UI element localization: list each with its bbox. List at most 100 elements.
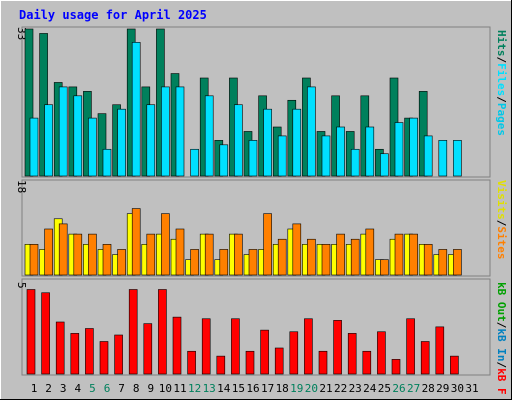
x-tick-label-day-2: 2 [45,382,52,395]
bar-sites-day-12 [190,249,199,276]
max-label-visits: 18 [15,180,28,193]
legend-hits: Hits [495,30,508,57]
bar-kb-f-day-27 [406,318,415,375]
bar-kb-f-day-22 [333,320,342,375]
bar-files-day-24 [365,126,375,177]
bar-sites-day-26 [394,233,404,276]
bar-files-day-10 [161,86,170,177]
bar-sites-day-15 [234,233,243,276]
legend-visits-sites: Visits/Sites [495,180,508,260]
legend-kb: kB Out/kB In/kB F [495,282,508,395]
x-tick-label-day-26: 26 [392,382,405,395]
bar-files-day-12 [190,148,199,177]
x-tick-label-day-8: 8 [133,382,140,395]
x-axis-labels: 1 2 3 4 5 6 7 8 9 10 11 12 13 14 15 16 17 18 19 20 21 22 23 24 2… [31,382,479,395]
bar-kb-f-day-17 [260,329,269,375]
bar-sites-day-5 [88,233,97,276]
legend-sep: / [495,96,508,103]
bar-kb-f-day-6 [99,341,109,375]
bar-kb-f-day-24 [362,350,372,375]
bar-hits-day-1 [24,28,34,177]
bar-kb-f-day-15 [231,318,240,375]
legend-pages: Pages [495,103,508,136]
x-tick-label-day-14: 14 [217,382,231,395]
bar-files-day-5 [88,117,97,177]
bar-sites-day-21 [321,244,331,276]
x-tick-label-day-1: 1 [31,382,38,395]
legend-hits-files-pages: Hits/Files/Pages [495,30,508,136]
bar-kb-f-day-7 [114,334,123,375]
chart-title: Daily usage for April 2025 [19,8,207,22]
legend-sep: / [495,362,508,369]
x-tick-label-day-3: 3 [60,382,67,395]
bar-sites-day-1 [29,244,39,276]
bar-files-day-3 [58,86,68,177]
bar-files-day-15 [234,104,243,177]
bar-sites-day-4 [73,233,83,276]
bar-sites-day-29 [438,249,448,276]
bar-sites-day-22 [336,233,345,276]
bar-kb-f-day-13 [201,318,211,375]
bar-files-day-19 [292,108,302,177]
bar-kb-f-day-2 [41,292,50,375]
bar-files-day-16 [248,140,258,177]
bar-files-day-11 [175,86,185,177]
x-tick-label-day-25: 25 [378,382,391,395]
legend-kb-in: kB In [495,328,508,361]
bar-files-day-8 [131,42,141,177]
x-tick-label-day-7: 7 [118,382,125,395]
bar-files-day-25 [380,153,389,177]
bar-files-day-17 [263,108,272,177]
legend-visits: Visits [495,180,508,220]
x-tick-label-day-22: 22 [334,382,347,395]
bars-layer [24,28,462,375]
bar-sites-day-14 [219,249,229,276]
bar-sites-day-27 [409,233,418,276]
bar-sites-day-9 [146,233,156,276]
bar-files-day-22 [336,126,345,177]
x-tick-label-day-29: 29 [436,382,449,395]
bar-sites-day-28 [423,244,433,276]
bar-sites-day-10 [161,213,170,276]
bar-sites-day-13 [204,233,214,276]
bar-hits-day-28 [418,91,428,177]
x-tick-label-day-28: 28 [422,382,435,395]
bar-files-day-30 [453,140,462,177]
bar-files-day-1 [29,117,39,177]
x-tick-label-day-19: 19 [290,382,303,395]
bar-kb-f-day-23 [347,333,357,375]
bar-files-day-27 [409,117,418,177]
x-tick-label-day-16: 16 [246,382,259,395]
bar-sites-day-23 [350,238,360,276]
x-tick-label-day-23: 23 [349,382,362,395]
bar-kb-f-day-11 [172,316,182,375]
bar-files-day-2 [44,104,53,177]
x-tick-label-day-12: 12 [188,382,201,395]
bar-sites-day-25 [380,259,389,276]
x-tick-label-day-17: 17 [261,382,274,395]
bar-kb-f-day-25 [377,331,386,375]
bar-files-day-14 [219,144,229,177]
bar-sites-day-17 [263,213,272,276]
x-tick-label-day-6: 6 [104,382,111,395]
bar-kb-f-day-4 [70,333,80,375]
x-tick-label-day-13: 13 [203,382,216,395]
bar-sites-day-19 [292,223,302,276]
legend-sep: / [495,322,508,329]
bar-kb-f-day-10 [158,289,167,375]
bar-kb-f-day-21 [318,350,328,375]
bar-files-day-20 [307,86,316,177]
x-tick-label-day-27: 27 [407,382,420,395]
bar-kb-f-day-16 [245,350,255,375]
bar-sites-day-7 [117,249,126,276]
x-tick-label-day-15: 15 [232,382,245,395]
bar-kb-f-day-20 [304,318,313,375]
bar-kb-f-day-18 [274,347,284,375]
legend-sep: / [495,57,508,64]
x-tick-label-day-9: 9 [147,382,154,395]
bar-kb-f-day-28 [420,341,430,375]
bar-kb-f-day-14 [216,355,226,375]
panel-frames [21,26,491,376]
bar-files-day-21 [321,135,331,177]
